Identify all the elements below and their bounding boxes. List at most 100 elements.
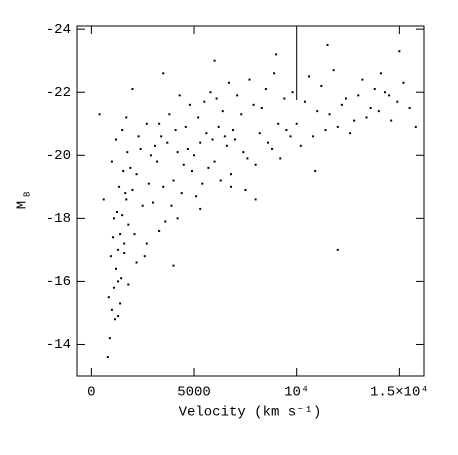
- point: [213, 59, 216, 62]
- point: [119, 302, 122, 305]
- point: [383, 91, 386, 94]
- point: [203, 100, 206, 103]
- point: [260, 106, 263, 109]
- point: [258, 132, 261, 135]
- point: [127, 223, 130, 226]
- point: [131, 88, 134, 91]
- point: [123, 252, 126, 255]
- point: [369, 106, 372, 109]
- x-axis-label: Velocity (km s⁻¹): [179, 405, 322, 421]
- point: [254, 198, 257, 201]
- point: [117, 315, 120, 318]
- point: [252, 103, 255, 106]
- point: [340, 103, 343, 106]
- point: [131, 188, 134, 191]
- y-axis-label: M B: [15, 191, 33, 209]
- point: [223, 135, 226, 138]
- point: [164, 220, 167, 223]
- point: [135, 261, 138, 264]
- point: [123, 242, 126, 245]
- point: [414, 125, 417, 128]
- point: [116, 211, 119, 214]
- point: [125, 198, 128, 201]
- point: [149, 154, 152, 157]
- point: [295, 122, 298, 125]
- point: [273, 72, 276, 75]
- point: [143, 255, 146, 258]
- point: [266, 141, 269, 144]
- point: [122, 170, 125, 173]
- point: [182, 163, 185, 166]
- point: [361, 78, 364, 81]
- point: [172, 179, 175, 182]
- point: [207, 166, 210, 169]
- point: [118, 185, 121, 188]
- point: [188, 103, 191, 106]
- point: [277, 122, 280, 125]
- point: [199, 141, 202, 144]
- point: [244, 188, 247, 191]
- x-tick-label: 10⁴: [284, 385, 309, 401]
- point: [199, 207, 202, 210]
- point: [112, 286, 115, 289]
- y-axis-label-main: M: [15, 201, 31, 209]
- point: [232, 129, 235, 132]
- point: [336, 248, 339, 251]
- point: [180, 192, 183, 195]
- y-tick-label: -14: [46, 337, 71, 353]
- point: [365, 116, 368, 119]
- point: [264, 88, 267, 91]
- point: [113, 318, 116, 321]
- point: [201, 182, 204, 185]
- point: [240, 113, 243, 116]
- point: [172, 264, 175, 267]
- point: [299, 144, 302, 147]
- point: [115, 138, 118, 141]
- point: [229, 173, 232, 176]
- point: [279, 157, 282, 160]
- x-tick-label: 5000: [177, 385, 211, 401]
- point: [377, 110, 380, 113]
- point: [308, 75, 311, 78]
- point: [111, 236, 114, 239]
- point: [246, 157, 249, 160]
- point: [291, 91, 294, 94]
- point: [137, 135, 140, 138]
- point: [275, 53, 278, 56]
- point: [121, 129, 124, 132]
- point: [176, 151, 179, 154]
- point: [158, 229, 161, 232]
- point: [195, 195, 198, 198]
- point: [124, 192, 127, 195]
- point: [388, 94, 391, 97]
- point: [145, 122, 148, 125]
- point: [229, 185, 232, 188]
- y-tick-label: -20: [46, 148, 71, 164]
- point: [154, 144, 157, 147]
- point: [174, 129, 177, 132]
- point: [316, 110, 319, 113]
- point: [353, 119, 356, 122]
- plot-frame: [76, 25, 425, 377]
- point: [141, 204, 144, 207]
- point: [120, 277, 123, 280]
- point: [186, 147, 189, 150]
- point: [402, 81, 405, 84]
- point: [127, 283, 130, 286]
- point: [107, 296, 110, 299]
- point: [166, 141, 169, 144]
- point: [326, 43, 329, 46]
- point: [283, 97, 286, 100]
- point: [373, 88, 376, 91]
- point: [125, 116, 128, 119]
- point: [242, 151, 245, 154]
- point: [357, 94, 360, 97]
- point: [129, 166, 132, 169]
- point: [197, 116, 200, 119]
- point: [98, 113, 101, 116]
- point: [121, 214, 124, 217]
- y-tick-label: -24: [46, 22, 71, 38]
- point: [221, 110, 224, 113]
- point: [215, 97, 218, 100]
